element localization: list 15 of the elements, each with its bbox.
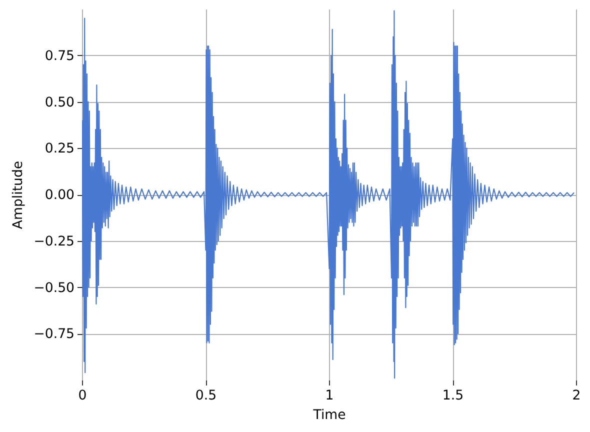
y-axis-title: Amplitude: [10, 160, 26, 230]
y-tick-label: 0.00: [44, 188, 74, 203]
x-tick-label: 0: [78, 388, 87, 404]
line-series: [82, 10, 575, 379]
y-tick-label: −0.25: [34, 234, 74, 250]
x-axis-title: Time: [312, 408, 346, 423]
x-tick-label: 0.5: [195, 388, 217, 404]
y-tick-label: −0.50: [34, 280, 74, 296]
y-tick-label: 0.25: [44, 142, 74, 157]
x-tick-label: 1.5: [442, 388, 464, 404]
y-tick-label: 0.75: [44, 48, 74, 64]
y-tick-label: −0.75: [34, 327, 74, 342]
y-tick-label: 0.50: [44, 95, 74, 110]
x-tick-label: 2: [572, 388, 581, 404]
x-tick-label: 1: [325, 388, 334, 404]
